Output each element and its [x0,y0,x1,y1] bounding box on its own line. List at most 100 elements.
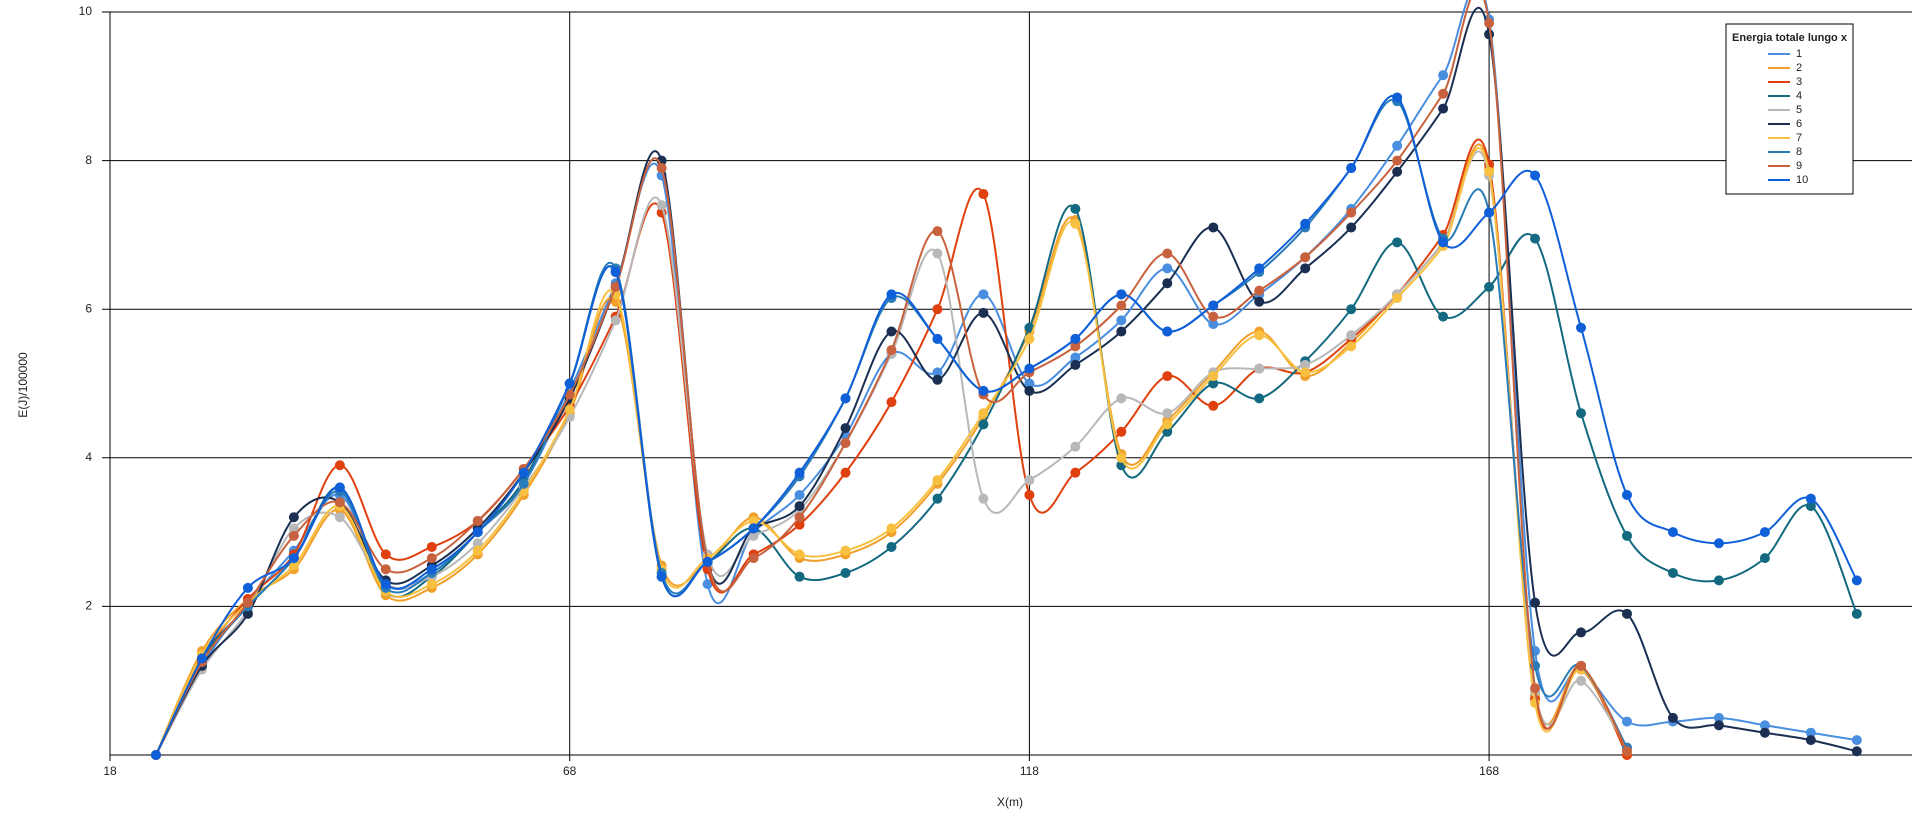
data-point [794,489,805,500]
data-point [978,385,989,396]
data-point [794,519,805,530]
data-point [1805,735,1816,746]
data-point [1208,378,1219,389]
legend-label: 10 [1796,174,1808,186]
data-point [1162,278,1173,289]
data-point [794,512,805,523]
data-point [1576,627,1587,638]
data-point [702,579,713,590]
data-point [1070,467,1081,478]
data-point [1208,371,1219,382]
series [150,147,1632,760]
data-point [932,333,943,344]
data-point [1300,263,1311,274]
data-point [1116,426,1127,437]
data-point [1392,92,1403,103]
data-point [426,564,437,575]
data-point [840,393,851,404]
data-point [748,515,759,526]
series [150,0,1632,760]
y-tick-label: 4 [85,450,92,464]
data-point [1530,597,1541,608]
data-point [1346,163,1357,174]
data-point [932,248,943,259]
data-point [794,467,805,478]
data-point [564,404,575,415]
data-point [1208,300,1219,311]
data-point [288,523,299,534]
data-point [978,307,989,318]
data-point [1621,489,1632,500]
data-point [1713,575,1724,586]
data-point [1346,222,1357,233]
data-point [1484,281,1495,292]
data-point [1530,170,1541,181]
legend-label: 1 [1796,48,1802,60]
series [150,96,1632,760]
data-point [1621,746,1632,757]
data-point [1300,218,1311,229]
data-point [1162,426,1173,437]
data-point [380,549,391,560]
data-point [840,545,851,556]
data-point [1621,608,1632,619]
data-point [1667,712,1678,723]
data-point [978,419,989,430]
data-point [1392,293,1403,304]
data-point [1024,385,1035,396]
data-point [1300,367,1311,378]
data-point [1070,352,1081,363]
data-point [1254,393,1265,404]
data-point [1576,322,1587,333]
data-point [978,493,989,504]
series-line [155,204,1858,756]
data-point [656,571,667,582]
data-point [1438,311,1449,322]
data-point [1070,341,1081,352]
data-point [1024,378,1035,389]
data-point [886,326,897,337]
data-point [288,553,299,564]
data-point [1713,712,1724,723]
data-point [1576,675,1587,686]
data-point [1530,683,1541,694]
data-point [1208,319,1219,330]
data-point [1392,166,1403,177]
data-point [1116,289,1127,300]
data-point [1024,333,1035,344]
data-point [334,460,345,471]
data-point [1300,252,1311,263]
series-line [155,138,1628,756]
legend-label: 7 [1796,132,1802,144]
data-point [840,437,851,448]
data-point [656,163,667,174]
data-point [1392,140,1403,151]
data-point [1392,155,1403,166]
legend-title: Energia totale lungo x [1732,32,1848,44]
data-point [932,475,943,486]
data-point [1530,233,1541,244]
data-point [1621,716,1632,727]
data-point [472,515,483,526]
data-point [1667,567,1678,578]
data-point [1805,727,1816,738]
data-point [840,567,851,578]
data-point [1116,452,1127,463]
data-point [794,501,805,512]
series [150,138,1632,760]
data-point [932,367,943,378]
data-point [518,467,529,478]
data-point [1346,341,1357,352]
data-point [932,226,943,237]
data-point [1851,746,1862,757]
data-point [334,512,345,523]
data-point [242,597,253,608]
data-point [886,397,897,408]
data-point [150,750,161,760]
data-point [1024,475,1035,486]
data-point [1254,263,1265,274]
data-point [610,315,621,326]
series-line [155,143,1628,756]
data-point [610,281,621,292]
data-point [932,374,943,385]
